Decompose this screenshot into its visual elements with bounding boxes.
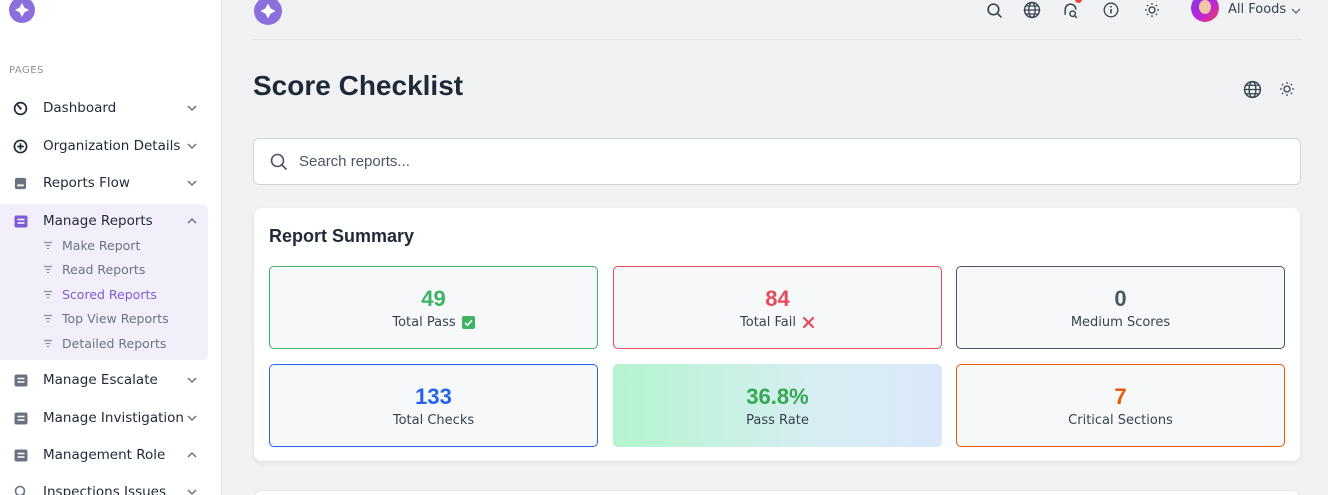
plus-circle-icon [12,138,29,155]
brand-logo[interactable] [252,0,284,26]
sidebar-item-dashboard[interactable]: Dashboard [0,92,222,124]
info-icon[interactable] [1101,0,1121,20]
notification-dot [1075,0,1082,3]
stat-value: 84 [765,285,790,311]
chevron-down-icon [187,180,197,187]
chevron-up-icon [187,217,197,224]
filter-lines-icon [42,337,54,349]
app-logo[interactable] [6,0,38,24]
list-box-icon [12,213,29,230]
stat-pass-rate: 36.8% Pass Rate [613,364,942,447]
globe-icon[interactable] [1022,0,1042,20]
dashboard-icon [12,100,29,117]
sidebar-item-reports-flow[interactable]: Reports Flow [0,167,222,199]
sidebar-item-label: Management Role [43,447,166,463]
sidebar-subitem-scored-reports[interactable]: Scored Reports [42,284,157,304]
stat-medium-scores: 0 Medium Scores [956,266,1285,349]
cross-icon [802,316,815,329]
chevron-down-icon [187,377,197,384]
stat-caption: Critical Sections [1068,412,1173,428]
sidebar-subitem-make-report[interactable]: Make Report [42,235,140,255]
chevron-up-icon [187,451,197,458]
subitem-label: Read Reports [62,261,146,277]
stat-caption: Medium Scores [1070,314,1171,330]
chevron-down-icon [187,143,197,150]
stat-value: 49 [421,285,446,311]
sidebar-item-label: Inspections Issues [43,484,166,495]
next-card [254,490,1300,495]
avatar[interactable] [1191,0,1219,22]
stat-total-pass: 49 Total Pass [269,266,598,349]
search-input[interactable] [299,139,1279,184]
check-box-icon [461,315,475,329]
chevron-down-icon [187,489,197,495]
filter-lines-icon [42,263,54,275]
stat-total-fail: 84 Total Fail [613,266,942,349]
sidebar-item-manage-invistigation[interactable]: Manage Invistigation [0,402,222,434]
report-summary-card: Report Summary 49 Total Pass 84 Total Fa… [254,208,1300,461]
search-icon[interactable] [984,0,1004,20]
sun-icon[interactable] [1277,79,1297,99]
subitem-label: Detailed Reports [62,335,167,351]
sidebar-item-management-role[interactable]: Management Role [0,439,222,471]
stat-caption: Total Checks [392,412,475,428]
manage-reports-group [0,204,208,360]
search-icon [270,153,288,171]
list-box-icon [12,447,29,464]
stat-value: 133 [415,383,452,409]
chevron-down-icon [187,415,197,422]
stat-caption: Pass Rate [746,412,809,428]
section-label: PAGES [9,65,44,76]
sidebar-item-organization-details[interactable]: Organization Details [0,130,222,162]
summary-title: Report Summary [269,226,415,246]
sidebar-subitem-detailed-reports[interactable]: Detailed Reports [42,333,166,353]
topbar: All Foods [222,0,1328,40]
sidebar-item-label: Dashboard [43,100,117,116]
chevron-down-icon [187,105,197,112]
stat-caption: Total Pass [392,314,456,330]
topbar-divider [252,39,1302,40]
filter-lines-icon [42,312,54,324]
sidebar-item-manage-reports[interactable]: Manage Reports [0,205,222,237]
sidebar-item-label: Manage Invistigation [43,410,184,426]
list-box-icon [12,372,29,389]
stat-value: 0 [1114,285,1127,311]
square-icon [12,175,29,192]
stat-critical-sections: 7 Critical Sections [956,364,1285,447]
sidebar-item-label: Manage Reports [43,213,153,229]
stat-value: 36.8% [746,383,809,409]
filter-lines-icon [42,239,54,251]
sidebar-item-label: Organization Details [43,138,181,154]
stat-caption: Total Fail [740,314,796,330]
notification-search-icon[interactable] [1060,0,1082,20]
search-box [253,138,1301,185]
page-title: Score Checklist [253,70,464,101]
search-icon [12,484,29,495]
globe-icon[interactable] [1242,79,1262,99]
sun-icon[interactable] [1142,0,1162,20]
stat-value: 7 [1114,383,1127,409]
user-name[interactable]: All Foods [1228,2,1287,17]
sidebar-subitem-top-view-reports[interactable]: Top View Reports [42,308,169,328]
subitem-label: Top View Reports [62,310,169,326]
sidebar-item-label: Reports Flow [43,175,130,191]
stat-total-checks: 133 Total Checks [269,364,598,447]
sidebar-subitem-read-reports[interactable]: Read Reports [42,259,145,279]
sidebar-item-label: Manage Escalate [43,372,158,388]
sidebar: PAGES Dashboard Organization Details Rep… [0,0,222,495]
sidebar-item-manage-escalate[interactable]: Manage Escalate [0,364,222,396]
subitem-label: Make Report [62,237,141,253]
filter-lines-icon [42,288,54,300]
subitem-label: Scored Reports [62,286,157,302]
chevron-down-icon[interactable] [1290,5,1302,17]
list-box-icon [12,410,29,427]
sidebar-item-inspections-issues[interactable]: Inspections Issues [0,476,222,495]
